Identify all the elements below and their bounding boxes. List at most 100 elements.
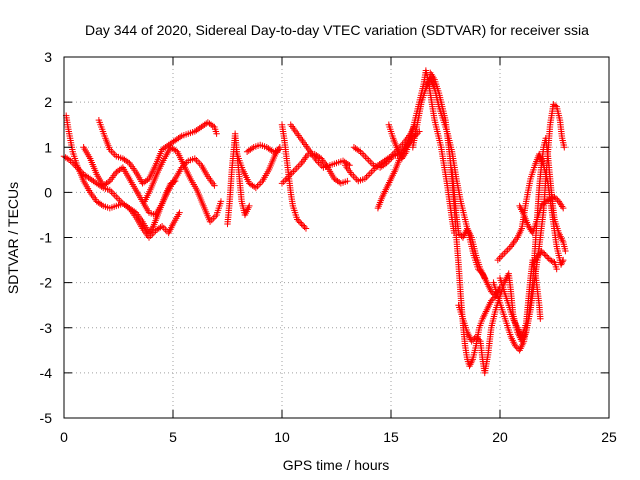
data-point	[475, 336, 483, 343]
data-point	[506, 245, 513, 252]
data-point	[455, 229, 462, 237]
data-point	[502, 248, 510, 255]
data-point	[366, 170, 373, 177]
series-track-16	[409, 74, 504, 300]
data-point	[113, 193, 120, 201]
chart-title: Day 344 of 2020, Sidereal Day-to-day VTE…	[85, 22, 589, 38]
data-point	[194, 158, 202, 166]
data-point	[364, 172, 372, 179]
plot-area-grid	[64, 57, 609, 418]
data-point	[490, 294, 498, 301]
data-point	[213, 130, 220, 137]
data-point	[545, 196, 552, 204]
series-track-7	[233, 144, 284, 192]
x-axis-label: GPS time / hours	[283, 457, 390, 473]
data-point	[512, 342, 519, 349]
x-tick-label: 0	[60, 429, 68, 445]
data-point	[549, 194, 557, 201]
data-point	[542, 252, 549, 259]
data-point	[176, 209, 183, 216]
data-point	[481, 274, 488, 282]
y-axis-label: SDTVAR / TECUs	[5, 182, 21, 294]
data-point	[276, 146, 284, 153]
data-point	[280, 178, 287, 185]
data-point	[295, 217, 302, 225]
data-point	[365, 157, 372, 164]
data-point	[160, 224, 167, 232]
data-point	[468, 338, 475, 345]
series-track-6	[224, 130, 253, 228]
data-point	[111, 191, 118, 199]
data-point	[302, 225, 310, 232]
data-point	[538, 202, 545, 210]
data-point	[116, 197, 123, 204]
data-point	[299, 222, 307, 229]
series-track-9	[278, 121, 310, 232]
data-point	[282, 176, 289, 184]
data-point	[541, 250, 548, 258]
data-point	[560, 256, 567, 264]
data-point	[278, 180, 286, 187]
data-point	[109, 149, 117, 157]
data-point	[474, 335, 481, 342]
data-point	[363, 155, 371, 162]
y-tick-label: -1	[40, 230, 53, 246]
data-point	[544, 197, 551, 204]
data-point	[296, 219, 304, 226]
data-point	[537, 315, 544, 322]
y-tick-label: 2	[44, 94, 52, 110]
x-tick-label: 25	[601, 429, 617, 445]
data-point	[368, 168, 375, 176]
series-track-23	[516, 193, 567, 237]
data-point	[469, 336, 477, 343]
data-point	[290, 168, 297, 175]
data-point	[560, 204, 567, 212]
y-tick-label: -3	[40, 320, 53, 336]
data-point	[296, 161, 304, 168]
series-track-11	[287, 121, 353, 171]
data-point	[548, 257, 555, 265]
series-track-2	[62, 112, 183, 241]
data-point	[489, 289, 496, 297]
data-point	[552, 195, 560, 202]
data-point	[344, 177, 351, 185]
series-track-21	[496, 256, 544, 340]
series-track-18	[448, 166, 488, 282]
data-point	[353, 176, 360, 183]
data-point	[551, 193, 558, 201]
data-point	[217, 198, 225, 205]
data-point	[193, 157, 200, 164]
data-point	[210, 215, 217, 222]
y-tick-label: -2	[40, 275, 53, 291]
y-tick-label: 0	[44, 184, 52, 200]
data-point	[561, 144, 568, 151]
data-point	[558, 259, 565, 267]
series-track-5	[141, 144, 225, 225]
x-tick-label: 5	[169, 429, 177, 445]
data-point	[542, 198, 549, 205]
data-point	[557, 261, 565, 268]
x-tick-label: 10	[274, 429, 290, 445]
data-markers	[60, 67, 569, 377]
data-point	[504, 246, 511, 254]
data-point	[291, 166, 299, 174]
axis-tick-labels: 0 5 10 15 20 25 -5 -4 -3 -2 -1 0 1 2 3	[40, 49, 617, 445]
data-point	[114, 195, 122, 202]
data-point	[501, 250, 508, 257]
data-point	[254, 182, 261, 190]
data-point	[497, 253, 505, 260]
data-point	[109, 190, 117, 197]
data-point	[350, 172, 357, 180]
data-point	[538, 247, 545, 255]
data-point	[546, 256, 554, 264]
series-track-15	[385, 67, 458, 237]
data-point	[246, 202, 253, 210]
y-tick-label: 1	[44, 139, 52, 155]
data-point	[553, 265, 560, 273]
data-point	[544, 253, 551, 261]
data-point	[294, 216, 301, 223]
series-track-8	[243, 141, 284, 155]
data-point	[546, 195, 554, 203]
series-track-10	[278, 150, 351, 187]
